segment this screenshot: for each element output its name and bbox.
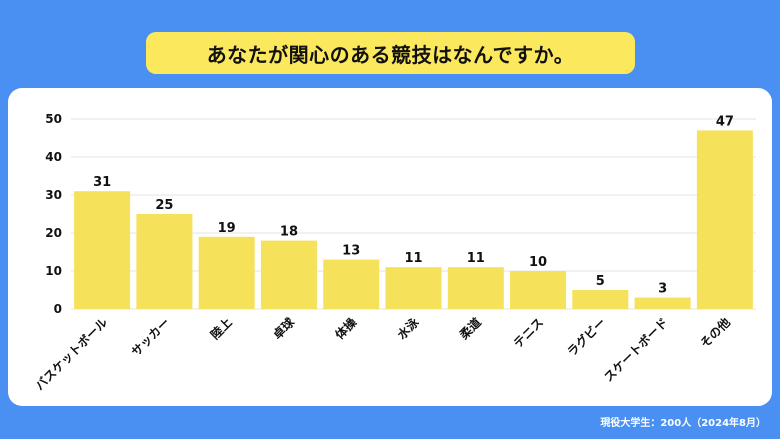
- bar-value-label: 10: [529, 255, 547, 270]
- chart-card: 0 10 20 30 40 50 31 25 19 18 13 11 11 10 5 3 47 バスケットボー…: [8, 88, 772, 406]
- bar: [447, 267, 504, 309]
- category-label: 柔道: [456, 315, 484, 343]
- bar-value-label: 25: [155, 198, 173, 213]
- sample-note: 現役大学生：200人（2024年8月）: [600, 418, 766, 429]
- category-label: 体操: [332, 314, 360, 342]
- bar-value-label: 31: [93, 175, 111, 190]
- bar: [634, 297, 691, 309]
- category-label: 卓球: [269, 314, 297, 342]
- category-label: ラグビー: [564, 315, 609, 360]
- bar: [136, 214, 193, 309]
- category-label: バスケットボール: [32, 315, 110, 393]
- y-tick-label: 20: [45, 226, 62, 240]
- y-tick-label: 10: [45, 264, 62, 278]
- category-label: その他: [697, 315, 733, 351]
- bar-value-label: 19: [218, 221, 236, 236]
- category-label: サッカー: [129, 315, 173, 359]
- bar-value-label: 13: [342, 244, 360, 259]
- bar: [198, 236, 255, 309]
- bar: [74, 191, 131, 309]
- category-label: 陸上: [207, 315, 235, 343]
- y-tick-label: 40: [45, 150, 62, 164]
- bar-chart: 0 10 20 30 40 50 31 25 19 18 13 11 11 10 5 3 47 バスケットボー…: [32, 112, 756, 393]
- y-tick-label: 0: [54, 302, 62, 316]
- bar: [260, 240, 317, 309]
- bar: [323, 259, 380, 309]
- bar: [572, 290, 629, 309]
- value-labels: 31 25 19 18 13 11 11 10 5 3 47: [93, 114, 734, 296]
- bar: [510, 271, 567, 309]
- category-label: スケートボード: [601, 315, 671, 385]
- bar-value-label: 18: [280, 225, 298, 240]
- bars: [74, 130, 753, 309]
- bar-value-label: 3: [658, 282, 667, 297]
- y-tick-label: 30: [45, 188, 62, 202]
- chart-title: あなたが関心のある競技はなんですか。: [146, 32, 635, 74]
- y-tick-label: 50: [45, 112, 62, 126]
- bar: [385, 267, 442, 309]
- bar-value-label: 11: [467, 251, 485, 266]
- y-axis-ticks: 0 10 20 30 40 50: [45, 112, 62, 316]
- bar-value-label: 5: [596, 274, 605, 289]
- category-label: 水泳: [394, 314, 422, 342]
- bar-value-label: 11: [404, 251, 422, 266]
- bar-value-label: 47: [716, 114, 734, 129]
- bar: [696, 130, 753, 309]
- category-label: テニス: [511, 315, 546, 350]
